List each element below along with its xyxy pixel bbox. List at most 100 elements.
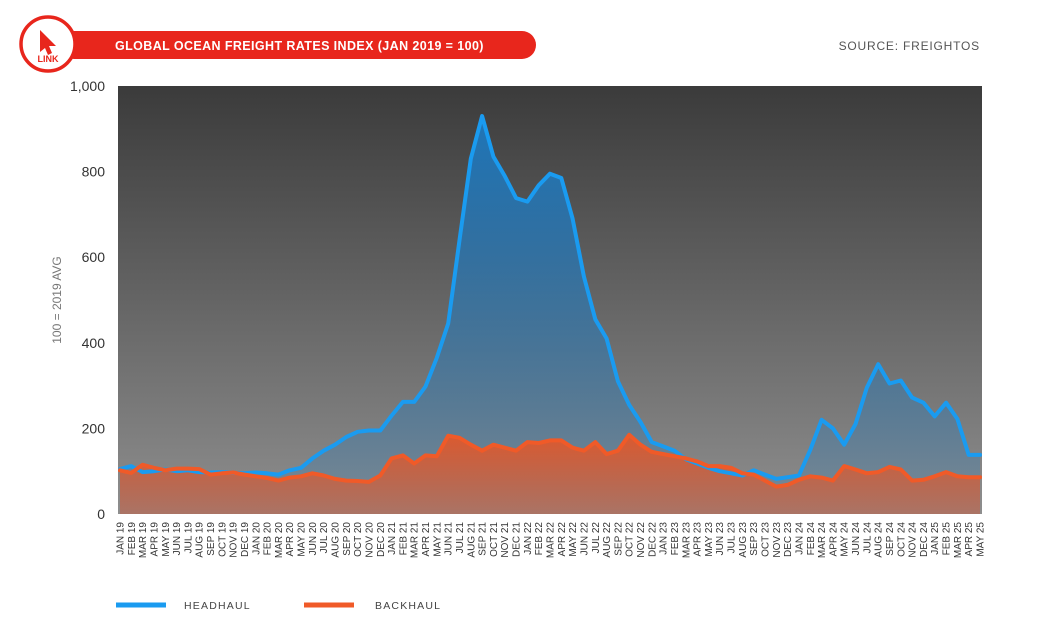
x-tick-label: AUG 21: [466, 522, 477, 558]
x-tick-label: DEC 24: [919, 522, 930, 557]
x-tick-label: JUL 22: [591, 522, 602, 554]
x-tick-label: MAR 23: [681, 522, 692, 559]
x-tick-label: JAN 25: [930, 522, 941, 555]
x-tick-label: MAY 23: [704, 522, 715, 557]
legend: HEADHAUL BACKHAUL: [116, 600, 441, 612]
x-tick-label: AUG 23: [738, 522, 749, 558]
link-arrow-icon: [40, 30, 56, 55]
x-tick-label: JUN 23: [715, 522, 726, 556]
x-tick-label: NOV 23: [772, 522, 783, 558]
x-tick-label: JUL 24: [862, 522, 873, 554]
x-tick-label: OCT 23: [761, 522, 772, 557]
y-tick-label: 0: [97, 506, 105, 522]
source-label: SOURCE: FREIGHTOS: [839, 39, 980, 53]
x-tick-label: FEB 22: [534, 522, 545, 556]
x-tick-label: SEP 19: [206, 522, 217, 556]
x-tick-label: FEB 20: [263, 522, 274, 556]
x-tick-label: JUN 19: [172, 522, 183, 556]
chart-title: GLOBAL OCEAN FREIGHT RATES INDEX (JAN 20…: [115, 39, 484, 53]
x-tick-label: MAR 22: [546, 522, 557, 559]
x-tick-label: MAY 20: [297, 522, 308, 557]
x-tick-label: DEC 22: [647, 522, 658, 557]
x-tick-label: MAR 24: [817, 522, 828, 559]
x-tick-label: MAR 25: [953, 522, 964, 559]
x-tick-label: JUN 21: [444, 522, 455, 556]
x-tick-label: JUL 21: [455, 522, 466, 554]
x-tick-label: DEC 23: [783, 522, 794, 557]
x-tick-label: JUL 19: [183, 522, 194, 554]
x-tick-label: MAR 21: [410, 522, 421, 559]
x-tick-label: DEC 20: [376, 522, 387, 557]
x-tick-label: JAN 22: [523, 522, 534, 555]
x-tick-label: AUG 20: [331, 522, 342, 558]
series-area-headhaul: [120, 116, 980, 514]
y-tick-label: 800: [82, 164, 106, 180]
x-tick-label: JAN 24: [794, 522, 805, 555]
x-tick-label: AUG 19: [195, 522, 206, 558]
x-tick-label: MAR 20: [274, 522, 285, 559]
x-tick-label: APR 25: [964, 522, 975, 557]
x-tick-label: JAN 23: [659, 522, 670, 555]
x-tick-label: FEB 23: [670, 522, 681, 556]
x-tick-label: MAY 25: [976, 522, 987, 557]
header: GLOBAL OCEAN FREIGHT RATES INDEX (JAN 20…: [19, 15, 980, 73]
y-ticks: 0 200 400 600 800 1,000: [70, 78, 105, 522]
x-tick-label: NOV 20: [364, 522, 375, 558]
x-tick-label: FEB 24: [806, 522, 817, 556]
x-tick-label: AUG 24: [874, 522, 885, 558]
link-badge[interactable]: LINK: [19, 15, 77, 73]
x-tick-label: JUL 23: [727, 522, 738, 554]
x-tick-label: JAN 20: [251, 522, 262, 555]
x-tick-label: NOV 19: [229, 522, 240, 558]
link-label: LINK: [38, 54, 59, 64]
series-areas: [120, 116, 980, 514]
y-tick-label: 200: [82, 420, 106, 436]
x-tick-label: SEP 23: [749, 522, 760, 556]
x-tick-label: APR 24: [828, 522, 839, 557]
x-tick-label: JAN 21: [387, 522, 398, 555]
x-ticks: JAN 19 FEB 19 MAR 19 APR 19 MAY 19 JUN 19 JUL …: [116, 522, 987, 559]
y-tick-label: 400: [82, 335, 106, 351]
x-tick-label: JUN 20: [308, 522, 319, 556]
x-tick-label: APR 21: [421, 522, 432, 557]
x-tick-label: NOV 24: [908, 522, 919, 558]
y-tick-label: 600: [82, 249, 106, 265]
x-tick-label: APR 22: [557, 522, 568, 557]
x-tick-label: SEP 20: [342, 522, 353, 556]
x-tick-label: JAN 19: [116, 522, 127, 555]
x-tick-label: APR 20: [285, 522, 296, 557]
x-tick-label: AUG 22: [602, 522, 613, 558]
series-line-headhaul: [118, 114, 982, 481]
title-banner: [60, 31, 536, 59]
x-tick-label: FEB 25: [942, 522, 953, 556]
x-tick-label: JUN 24: [851, 522, 862, 556]
series-lines: [118, 114, 982, 489]
x-tick-label: NOV 22: [636, 522, 647, 558]
x-tick-label: APR 23: [693, 522, 704, 557]
x-tick-label: JUL 20: [319, 522, 330, 554]
x-tick-label: MAY 22: [568, 522, 579, 557]
x-tick-label: MAY 19: [161, 522, 172, 557]
x-tick-label: MAY 24: [840, 522, 851, 557]
x-tick-label: NOV 21: [500, 522, 511, 558]
x-tick-label: FEB 21: [398, 522, 409, 556]
y-axis-label: 100 = 2019 AVG: [50, 256, 64, 344]
x-tick-label: OCT 19: [217, 522, 228, 557]
x-tick-label: OCT 22: [625, 522, 636, 557]
x-tick-label: OCT 21: [489, 522, 500, 557]
x-tick-label: OCT 24: [896, 522, 907, 557]
series-line-backhaul: [118, 432, 982, 489]
y-tick-label: 1,000: [70, 78, 105, 94]
x-tick-label: DEC 21: [512, 522, 523, 557]
x-tick-label: SEP 21: [478, 522, 489, 556]
x-tick-label: OCT 20: [353, 522, 364, 557]
x-tick-label: MAR 19: [138, 522, 149, 559]
series-area-backhaul: [120, 434, 980, 514]
x-tick-label: APR 19: [149, 522, 160, 557]
x-tick-label: FEB 19: [127, 522, 138, 556]
x-tick-label: JUN 22: [579, 522, 590, 556]
legend-headhaul-label: HEADHAUL: [184, 600, 251, 612]
x-tick-label: SEP 24: [885, 522, 896, 556]
legend-backhaul-label: BACKHAUL: [375, 600, 441, 612]
